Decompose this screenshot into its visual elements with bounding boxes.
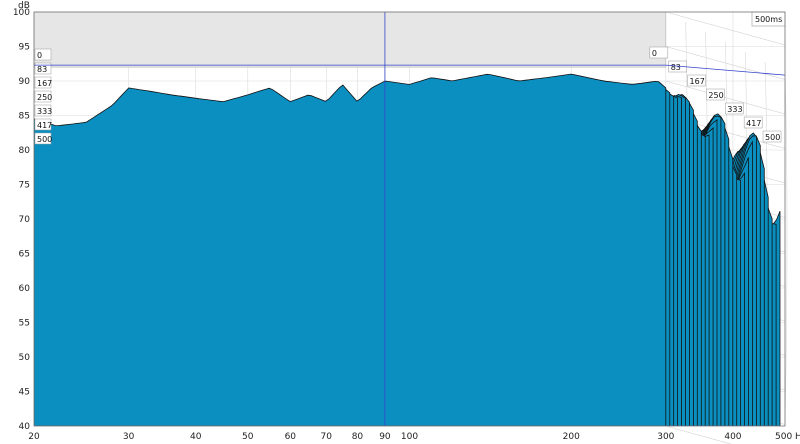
time-window-label: 500ms bbox=[755, 15, 782, 24]
y-tick-label: 90 bbox=[19, 77, 31, 87]
y-tick-label: 95 bbox=[19, 43, 30, 53]
y-tick-label: 100 bbox=[13, 8, 30, 18]
time-label-right: 500 bbox=[765, 133, 780, 142]
time-label-right: 83 bbox=[671, 63, 681, 72]
time-label-box-left bbox=[34, 132, 52, 145]
time-label-box-right bbox=[762, 130, 782, 143]
time-label-right: 0 bbox=[652, 49, 657, 58]
time-label-box-left bbox=[34, 90, 52, 103]
y-tick-label: 60 bbox=[19, 284, 31, 294]
time-label-left: 250 bbox=[37, 93, 52, 102]
time-label-left: 500 bbox=[37, 135, 52, 144]
time-label-left: 417 bbox=[37, 121, 52, 130]
perspective-arc bbox=[784, 71, 788, 427]
x-tick-label: 20 bbox=[28, 432, 40, 442]
perspective-line bbox=[665, 11, 786, 46]
time-label-box-right bbox=[687, 74, 706, 87]
y-tick-label: 65 bbox=[19, 250, 30, 260]
cursor bbox=[34, 12, 786, 426]
time-label-right: 417 bbox=[746, 119, 761, 128]
y-axis-label: dB bbox=[18, 1, 30, 11]
x-tick-label: 50 bbox=[242, 432, 254, 442]
time-label-box-right bbox=[725, 102, 744, 115]
x-tick-label: 300 bbox=[657, 432, 674, 442]
time-label-left: 333 bbox=[37, 107, 52, 116]
time-label-box-right bbox=[649, 46, 669, 59]
time-label-right: 250 bbox=[708, 91, 723, 100]
perspective-line bbox=[665, 46, 786, 80]
x-tick-label: 60 bbox=[285, 432, 297, 442]
time-label-box-right bbox=[743, 116, 763, 129]
waterfall-slice bbox=[34, 73, 667, 426]
time-label-right: 167 bbox=[690, 77, 705, 86]
time-label-box-right bbox=[706, 88, 725, 101]
perspective-line bbox=[665, 80, 786, 115]
y-tick-label: 85 bbox=[19, 112, 30, 122]
perspective-line bbox=[665, 425, 732, 444]
x-tick-label: 30 bbox=[123, 432, 135, 442]
x-tick-label: 70 bbox=[321, 432, 333, 442]
x-tick-label: 200 bbox=[563, 432, 580, 442]
x-tick-label: 100 bbox=[401, 432, 418, 442]
time-label-right: 333 bbox=[727, 105, 742, 114]
y-tick-label: 45 bbox=[19, 388, 30, 398]
x-tick-label: 40 bbox=[190, 432, 202, 442]
x-tick-label: 400 bbox=[724, 432, 741, 442]
x-tick-label: 500 Hz bbox=[775, 432, 800, 442]
waterfall-slices bbox=[34, 73, 781, 426]
y-tick-label: 50 bbox=[19, 353, 31, 363]
time-label-box-left bbox=[34, 76, 52, 89]
x-tick-label: 90 bbox=[379, 432, 391, 442]
time-label-box-left bbox=[34, 62, 52, 75]
y-tick-label: 75 bbox=[19, 181, 30, 191]
time-label-box-left bbox=[34, 48, 52, 61]
x-tick-label: 80 bbox=[352, 432, 364, 442]
y-tick-label: 40 bbox=[19, 422, 31, 432]
y-tick-label: 70 bbox=[19, 215, 31, 225]
y-tick-labels: 40 45 50 55 60 65 70 75 80 85 90 95 100 bbox=[13, 8, 30, 432]
back-wall bbox=[33, 11, 667, 68]
y-tick-label: 80 bbox=[19, 146, 31, 156]
plot-frame bbox=[33, 11, 786, 427]
time-label-left: 0 bbox=[37, 51, 42, 60]
time-label-left: 167 bbox=[37, 79, 52, 88]
x-tick-labels: 20 30 40 50 60 70 80 90 100 200 300 400 500 Hz bbox=[28, 432, 800, 442]
y-tick-label: 55 bbox=[19, 319, 30, 329]
time-label-box-left bbox=[34, 118, 52, 131]
time-label-left: 83 bbox=[37, 65, 47, 74]
cursor-perspective-line bbox=[665, 64, 786, 76]
time-label-box-left bbox=[34, 104, 52, 117]
